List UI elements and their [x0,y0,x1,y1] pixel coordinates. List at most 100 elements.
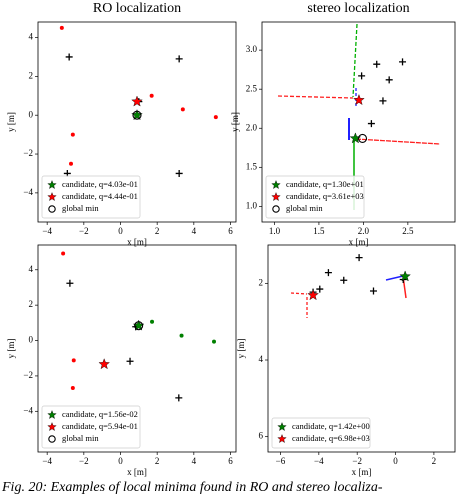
frame-axis [355,138,441,145]
plus-marker [316,285,324,293]
point-marker [70,385,75,390]
legend-label: candidate, q=3.61e+03 [286,191,364,201]
x-tick-label: 6 [228,456,233,466]
point-marker [180,107,185,112]
legend-box [41,405,141,449]
point-marker [70,132,75,137]
star-marker [277,422,287,432]
plus-marker [399,58,407,66]
legend-label: candidate, q=4.03e-01 [62,179,138,189]
legend-label: candidate, q=5.94e-01 [62,421,138,431]
caption: Fig. 20: Examples of local minima found … [1,480,383,495]
subplot-title: RO localization [93,1,181,16]
x-axis-label: x [m] [352,467,372,477]
x-tick-label: 1.5 [313,226,325,236]
x-tick-label: 4 [192,226,197,236]
y-tick-label: 3.0 [246,44,258,54]
star-marker [271,180,281,190]
y-tick-label: −2 [23,370,33,380]
x-tick-label: −4 [42,226,52,236]
x-tick-label: −4 [42,456,52,466]
legend-box [271,417,371,449]
y-axis-label: y [m] [6,339,16,359]
circle-marker [48,205,56,213]
y-tick-label: 0 [29,109,34,119]
legend-label: candidate, q=6.98e+03 [292,433,370,443]
frame-axis [385,275,404,281]
x-tick-label: 0 [118,226,123,236]
star-marker [271,192,281,202]
plus-marker [358,72,366,80]
plot-frame [37,21,237,223]
plus-marker [379,97,387,105]
point-marker [61,251,66,256]
legend: candidate, q=1.30e+01 candidate, q=3.61e+… [265,175,365,219]
y-tick-label: 0 [29,335,34,345]
y-axis-label: y [m] [236,339,246,359]
plus-marker [126,357,134,365]
y-tick-label: 2 [29,299,34,309]
point-marker [213,115,218,120]
plus-marker [175,169,183,177]
plot-frame [261,21,456,223]
circle-marker [357,133,368,143]
legend-label: global min [62,433,99,443]
legend-label: candidate, q=1.30e+01 [286,179,364,189]
y-axis-label: y [m] [6,112,16,132]
circle-marker [48,435,56,443]
x-tick-label: 0 [393,456,398,466]
star-marker [307,289,319,301]
legend-label: candidate, q=4.44e-01 [62,191,138,201]
circle-marker [272,205,280,213]
star-marker [47,410,57,420]
y-tick-label: 1.5 [246,161,258,171]
x-tick-label: 2 [155,226,160,236]
legend: candidate, q=1.56e-02 candidate, q=5.94e-… [41,405,141,449]
x-tick-label: 2 [432,456,437,466]
legend-label: global min [286,203,323,213]
y-tick-label: 1.0 [246,200,258,210]
plus-marker [175,55,183,63]
point-marker [69,161,73,166]
frame-axis [352,23,358,98]
point-marker [149,93,154,98]
star-marker [47,192,57,202]
subplot: stereo localization 1.0 1.5 2.0 2.5 1.0 1.5 2.0… [230,1,456,247]
point-marker [59,25,64,30]
subplot-title: stereo localization [307,1,409,16]
y-tick-label: 6 [259,431,264,441]
x-tick-label: −4 [314,456,324,466]
plus-marker [373,60,381,68]
plot-frame [267,244,456,453]
star-marker [277,434,287,444]
x-tick-label: 2.5 [402,226,414,236]
x-tick-label: 4 [192,456,197,466]
legend: candidate, q=4.03e-01 candidate, q=4.44e-… [41,175,141,219]
legend-label: candidate, q=1.56e-02 [62,409,138,419]
pose-axes [277,23,441,318]
plus-marker [324,269,332,277]
y-tick-label: 4 [259,354,264,364]
legend-label: global min [62,203,99,213]
x-axis-label: x [m] [349,237,369,247]
x-tick-label: −2 [352,456,362,466]
y-tick-label: 2.5 [246,83,258,93]
plus-marker [66,279,74,287]
frame-axis [290,292,308,295]
legend: candidate, q=1.42e+00 candidate, q=6.98e+… [271,417,371,449]
y-tick-label: 4 [29,32,34,42]
legend-label: candidate, q=1.42e+00 [292,421,370,431]
x-tick-label: −6 [276,456,286,466]
x-tick-label: 0 [118,456,123,466]
star-marker [47,422,57,432]
legend-box [265,175,365,219]
star-marker [47,180,57,190]
x-tick-label: −2 [79,456,89,466]
plus-marker [355,254,363,262]
y-tick-label: −2 [23,148,33,158]
x-tick-label: 1.0 [269,226,281,236]
point-marker [71,358,76,363]
plus-marker [175,394,183,402]
frame-axis [277,95,354,99]
